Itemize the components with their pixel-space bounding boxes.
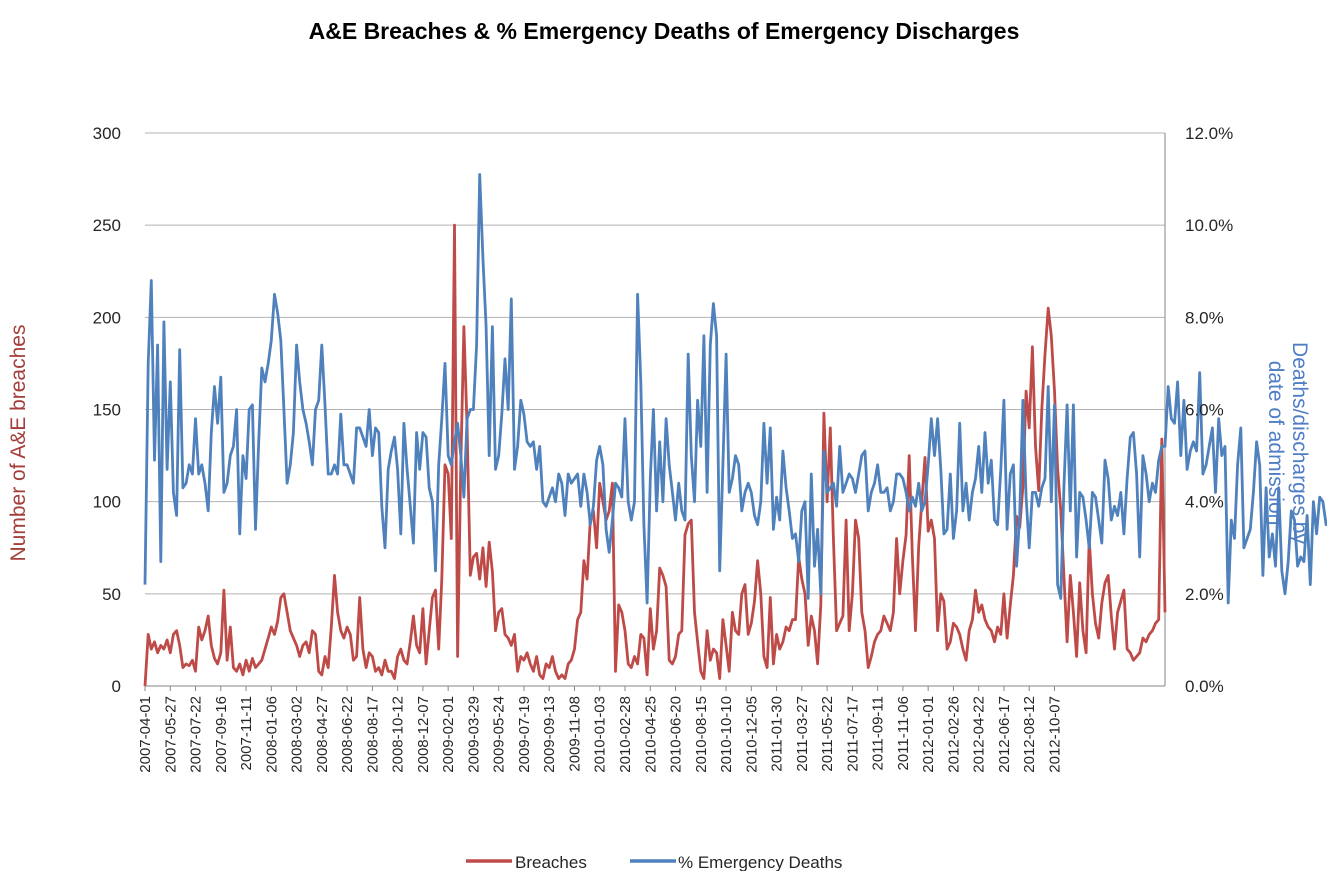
right-axis-title-line: date of admission	[1264, 361, 1287, 526]
y2-tick-label: 12.0%	[1185, 124, 1233, 143]
x-tick-label: 2007-07-22	[188, 696, 205, 773]
x-tick-label: 2010-08-15	[693, 696, 710, 773]
x-tick-label: 2012-02-26	[945, 696, 962, 773]
x-tick-label: 2008-08-17	[364, 696, 381, 773]
y-tick-label: 100	[93, 493, 121, 512]
series-line-0	[143, 223, 1167, 687]
x-tick-label: 2010-12-05	[743, 696, 760, 773]
x-tick-label: 2009-11-08	[566, 696, 583, 772]
y2-tick-label: 8.0%	[1185, 308, 1224, 327]
x-tick-label: 2008-03-02	[289, 696, 306, 773]
x-tick-label: 2008-04-27	[314, 696, 331, 773]
y-tick-label: 200	[93, 308, 121, 327]
x-tick-label: 2010-02-28	[617, 696, 634, 773]
x-tick-label: 2009-03-29	[465, 696, 482, 773]
right-axis-ticks: 0.0% 2.0% 4.0% 6.0% 8.0% 10.0% 12.0%	[1185, 124, 1233, 696]
right-axis-title-line: Deaths/discharges by	[1288, 342, 1311, 544]
x-tick-label: 2007-05-27	[162, 696, 179, 773]
x-tick-label: 2010-06-20	[668, 696, 685, 773]
x-tick-label: 2009-05-24	[491, 696, 508, 773]
x-tick-label: 2009-09-13	[541, 696, 558, 773]
x-tick-label: 2012-01-01	[920, 696, 937, 773]
x-tick-label: 2012-06-17	[996, 696, 1013, 773]
legend-label: Breaches	[515, 853, 587, 871]
y2-tick-label: 2.0%	[1185, 585, 1224, 604]
y-tick-label: 150	[93, 401, 121, 420]
x-tick-label: 2012-10-07	[1046, 696, 1063, 773]
left-axis-ticks: 0 50 100 150 200 250 300	[93, 124, 121, 696]
x-tick-label: 2008-01-06	[263, 696, 280, 773]
x-tick-label: 2008-06-22	[339, 696, 356, 773]
x-tick-label: 2011-03-27	[794, 696, 811, 772]
y-tick-label: 300	[93, 124, 121, 143]
series-line-1	[143, 173, 1327, 605]
legend: Breaches % Emergency Deaths	[466, 853, 842, 871]
left-axis-title: Number of A&E breaches	[7, 325, 30, 562]
x-tick-label: 2010-04-25	[642, 696, 659, 773]
x-tick-label: 2012-08-12	[1021, 696, 1038, 773]
x-tick-label: 2011-05-22	[819, 696, 836, 772]
x-tick-label: 2011-09-11	[870, 696, 887, 771]
right-axis-title-text: Deaths/discharges bydate of admission	[1264, 342, 1311, 544]
x-tick-label: 2008-12-07	[415, 696, 432, 773]
legend-label: % Emergency Deaths	[678, 853, 842, 871]
x-tick-label: 2012-04-22	[971, 696, 988, 773]
y2-tick-label: 6.0%	[1185, 401, 1224, 420]
x-tick-label: 2007-11-11	[238, 696, 255, 771]
series-layer	[143, 173, 1327, 687]
x-tick-label: 2011-07-17	[844, 696, 861, 772]
y-tick-label: 50	[102, 585, 121, 604]
x-tick-label: 2009-02-01	[440, 696, 457, 773]
x-tick-label: 2010-01-03	[592, 696, 609, 773]
y-tick-label: 0	[112, 677, 121, 696]
y2-tick-label: 0.0%	[1185, 677, 1224, 696]
x-tick-label: 2010-10-10	[718, 696, 735, 773]
x-axis-ticks: 2007-04-01 2007-05-27 2007-07-22 2007-09-16…	[137, 686, 1063, 773]
x-tick-label: 2007-09-16	[213, 696, 230, 773]
y2-tick-label: 4.0%	[1185, 493, 1224, 512]
y-tick-label: 250	[93, 216, 121, 235]
chart-title: A&E Breaches & % Emergency Deaths of Eme…	[309, 18, 1020, 44]
right-axis-title: Deaths/discharges bydate of admission	[1264, 342, 1311, 544]
x-tick-label: 2009-07-19	[516, 696, 533, 773]
x-tick-label: 2011-11-06	[895, 696, 912, 771]
y2-tick-label: 10.0%	[1185, 216, 1233, 235]
x-tick-label: 2007-04-01	[137, 696, 154, 773]
x-tick-label: 2008-10-12	[390, 696, 407, 773]
x-tick-label: 2011-01-30	[769, 696, 786, 772]
